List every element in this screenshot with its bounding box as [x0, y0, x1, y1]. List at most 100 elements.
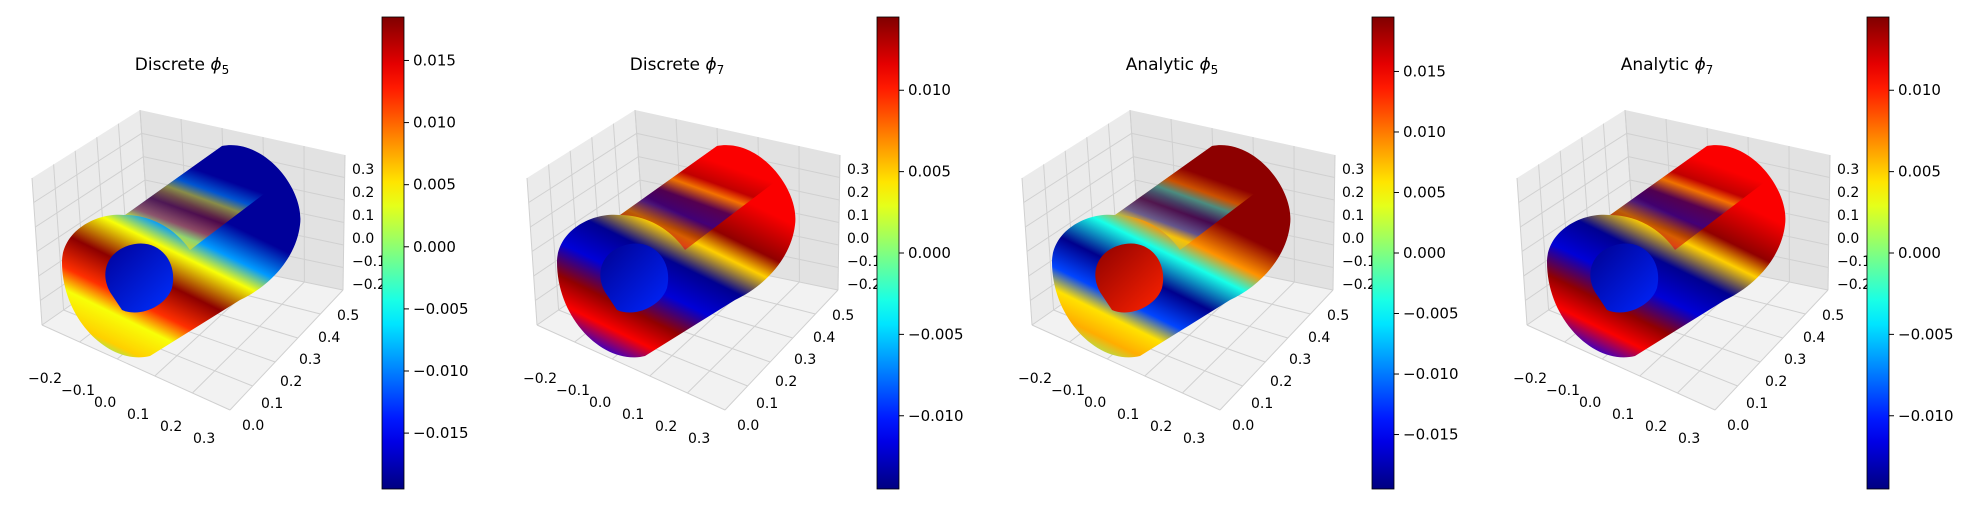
- z-tick-label: −0.1: [1837, 254, 1871, 270]
- colorbar-tick-label: −0.005: [1403, 305, 1459, 323]
- x-tick-label: 0.2: [655, 419, 677, 435]
- colorbar-gradient: [1371, 16, 1395, 490]
- x-tick-label: 0.3: [1678, 431, 1700, 447]
- z-tick-label: −0.1: [352, 254, 386, 270]
- colorbar: 0.010 0.005 0.000 −0.005 −0.010: [876, 16, 964, 490]
- panel-title: Discrete ϕ7: [630, 55, 724, 77]
- grid-line: [687, 281, 800, 394]
- title-prefix: Analytic: [1126, 55, 1200, 75]
- x-tick-label: 0.1: [1117, 407, 1139, 423]
- title-prefix: Discrete: [630, 55, 706, 75]
- z-tick-label: −0.2: [1837, 277, 1871, 293]
- grid-line: [1714, 289, 1829, 411]
- z-tick-label: −0.2: [1342, 277, 1376, 293]
- title-prefix: Discrete: [135, 55, 211, 75]
- axis-pane-left: [1517, 110, 1635, 325]
- grid-line: [724, 289, 839, 411]
- title-symbol: ϕ: [1199, 55, 1210, 75]
- colorbar-tick-label: −0.010: [413, 362, 469, 380]
- x-tick-label: 0.2: [1150, 419, 1172, 435]
- x-tick-label: −0.2: [1513, 371, 1547, 387]
- grid-line: [1520, 156, 1629, 228]
- x-tick-label: −0.1: [61, 383, 95, 399]
- colorbar-gradient: [876, 16, 900, 490]
- grid-line: [530, 156, 639, 228]
- y-tick-label: 0.3: [1289, 352, 1311, 368]
- z-tick-label: 0.2: [352, 185, 374, 201]
- y-tick-label: 0.2: [1270, 374, 1292, 390]
- z-tick-label: −0.1: [847, 254, 881, 270]
- colorbar-gradient: [1866, 16, 1890, 490]
- z-tick-label: −0.2: [847, 277, 881, 293]
- z-tick-label: −0.1: [1342, 254, 1376, 270]
- grid-line: [528, 132, 637, 203]
- axis-pane-left: [32, 110, 150, 325]
- z-tick-label: 0.1: [352, 208, 374, 224]
- axis-pane-left: [527, 110, 645, 325]
- x-tick-label: 0.2: [160, 419, 182, 435]
- grid-line: [1023, 132, 1132, 203]
- grid-line: [192, 281, 305, 394]
- colorbar-tick-label: 0.015: [1403, 62, 1446, 80]
- y-axis-ticks: 0.0 0.1 0.2 0.3 0.4 0.5: [1232, 308, 1349, 434]
- grid-line: [1219, 289, 1334, 411]
- x-axis-ticks: −0.2−0.10.0 0.1 0.2 0.3: [1513, 371, 1700, 447]
- z-axis-ticks: 0.3 0.2 0.1 0.0 −0.1 −0.2: [352, 162, 386, 293]
- x-tick-label: −0.2: [523, 371, 557, 387]
- z-tick-label: 0.2: [847, 185, 869, 201]
- z-tick-label: 0.2: [1342, 185, 1364, 201]
- colorbar-tick-label: 0.010: [1898, 81, 1941, 99]
- grid-line: [229, 289, 344, 411]
- y-tick-label: 0.4: [1803, 330, 1825, 346]
- panel-title: Discrete ϕ5: [135, 55, 229, 77]
- colorbar-tick-label: −0.005: [413, 300, 469, 318]
- grid-line: [1026, 179, 1136, 252]
- colorbar: 0.015 0.010 0.005 0.000 −0.005 −0.010 −0.015: [1371, 16, 1459, 490]
- surface-top: [620, 145, 780, 250]
- z-tick-label: 0.1: [1342, 208, 1364, 224]
- x-axis-ticks: −0.2−0.10.0 0.1 0.2 0.3: [1018, 371, 1205, 447]
- y-tick-label: 0.3: [299, 352, 321, 368]
- z-axis-ticks: 0.3 0.2 0.1 0.0 −0.1 −0.2: [1342, 162, 1376, 293]
- grid-line: [1518, 132, 1627, 203]
- colorbar: 0.010 0.005 0.000 −0.005 −0.010: [1866, 16, 1954, 490]
- y-tick-label: 0.4: [813, 330, 835, 346]
- title-symbol: ϕ: [1694, 55, 1705, 75]
- y-tick-label: 0.4: [318, 330, 340, 346]
- x-tick-label: 0.0: [94, 395, 116, 411]
- colorbar-tick-label: −0.015: [413, 424, 469, 442]
- colorbar-tick-label: −0.010: [1403, 365, 1459, 383]
- grid-line: [1031, 324, 1221, 411]
- surface-inner: [105, 243, 174, 313]
- x-tick-label: 0.0: [1084, 395, 1106, 411]
- subplot-3: Analytic ϕ5−0.2−0.10.00.10.20.30.00.10.2…: [1018, 16, 1459, 490]
- z-tick-label: 0.3: [847, 162, 869, 178]
- grid-line: [33, 132, 142, 203]
- y-tick-label: 0.2: [1765, 374, 1787, 390]
- x-tick-label: 0.0: [589, 395, 611, 411]
- z-tick-label: 0.3: [352, 162, 374, 178]
- y-axis-ticks: 0.0 0.1 0.2 0.3 0.4 0.5: [737, 308, 854, 434]
- x-tick-label: −0.1: [1051, 383, 1085, 399]
- x-tick-label: −0.2: [28, 371, 62, 387]
- grid-line: [536, 324, 726, 411]
- x-tick-label: 0.1: [1612, 407, 1634, 423]
- grid-line: [1521, 179, 1631, 252]
- x-tick-label: −0.2: [1018, 371, 1052, 387]
- title-subscript: 7: [717, 63, 725, 77]
- colorbar-tick-label: −0.005: [908, 325, 964, 343]
- grid-line: [1025, 156, 1134, 228]
- z-tick-label: 0.2: [1837, 185, 1859, 201]
- colorbar-tick-label: 0.005: [413, 176, 456, 194]
- grid-line: [41, 324, 231, 411]
- z-tick-label: 0.0: [352, 231, 374, 247]
- z-axis-ticks: 0.3 0.2 0.1 0.0 −0.1 −0.2: [1837, 162, 1871, 293]
- z-tick-label: 0.3: [1342, 162, 1364, 178]
- colorbar-tick-label: 0.000: [413, 238, 456, 256]
- subplot-1: Discrete ϕ5−0.2−0.10.00.10.20.30.00.10.2…: [28, 16, 469, 490]
- colorbar-tick-label: −0.010: [1898, 407, 1954, 425]
- colorbar-tick-label: 0.005: [1403, 183, 1446, 201]
- y-tick-label: 0.4: [1308, 330, 1330, 346]
- surface-top: [1115, 145, 1275, 250]
